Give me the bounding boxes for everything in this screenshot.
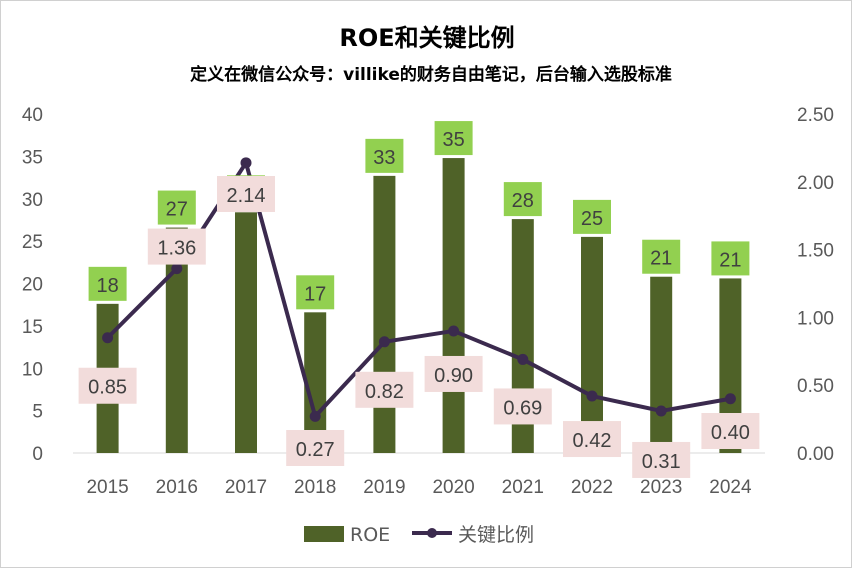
ratio-data-labels: 0.85 1.36 2.14 0.27 0.82 0.90 0.69 0.42 0.31 0.40	[78, 176, 760, 478]
roe-data-label: 21	[650, 248, 672, 270]
ratio-line	[106, 160, 731, 419]
left-tick-label: 35	[22, 147, 43, 168]
roe-label-box	[711, 241, 750, 276]
roe-data-label: 27	[166, 199, 188, 221]
left-tick-label: 15	[22, 317, 43, 338]
right-tick-label: 2.00	[797, 173, 834, 194]
roe-bar	[235, 212, 257, 453]
right-tick-label: 2.50	[797, 105, 834, 126]
left-tick-label: 20	[22, 275, 43, 296]
roe-bar	[719, 278, 742, 453]
ratio-data-label: 0.27	[296, 439, 335, 461]
roe-label-box	[573, 199, 611, 234]
ratio-data-label: 0.31	[642, 451, 681, 473]
roe-label-box	[642, 239, 681, 274]
roe-data-label: 33	[373, 147, 395, 169]
left-tick-label: 30	[22, 190, 43, 211]
ratio-label-box	[701, 413, 760, 449]
ratio-label-box	[147, 228, 206, 265]
roe-label-box	[434, 121, 473, 156]
x-tick-label: 2015	[86, 477, 128, 498]
ratio-line-series	[102, 157, 736, 422]
roe-label-box	[365, 138, 404, 173]
roe-bar	[442, 158, 465, 453]
roe-label-box	[88, 266, 127, 301]
ratio-data-label: 0.85	[88, 377, 127, 399]
roe-bar	[650, 276, 673, 453]
roe-label-box	[296, 275, 335, 310]
legend: ROE 关键比例	[304, 524, 534, 546]
roe-data-label: 35	[442, 129, 464, 151]
ratio-marker	[517, 353, 529, 365]
roe-data-label: 28	[512, 190, 534, 212]
legend-swatch-ratio-marker	[427, 528, 437, 538]
ratio-label-box	[217, 176, 275, 212]
roe-data-label: 18	[96, 275, 118, 297]
right-axis-ticks: 0.00 0.50 1.00 1.50 2.00 2.50	[797, 105, 834, 465]
ratio-label-box	[632, 441, 691, 478]
chart-subtitle: 定义在微信公众号：villike的财务自由笔记，后台输入选股标准	[190, 64, 672, 85]
ratio-label-box	[286, 430, 345, 466]
right-tick-label: 1.50	[797, 241, 834, 262]
ratio-label-box	[424, 355, 483, 392]
roe-bar	[581, 236, 603, 453]
right-tick-label: 0.00	[797, 444, 834, 465]
x-tick-label: 2021	[502, 477, 544, 498]
ratio-marker	[240, 157, 252, 169]
ratio-data-label: 1.36	[157, 238, 196, 260]
roe-data-label: 21	[719, 249, 741, 271]
ratio-data-label: 0.90	[434, 365, 473, 387]
left-tick-label: 10	[22, 359, 43, 380]
ratio-data-label: 0.40	[711, 422, 750, 444]
ratio-label-box	[78, 367, 137, 404]
ratio-marker	[586, 390, 598, 402]
ratio-marker	[171, 263, 183, 275]
x-tick-label: 2024	[709, 477, 752, 498]
x-tick-label: 2020	[432, 477, 474, 498]
chart-title: ROE和关键比例	[339, 24, 514, 52]
x-tick-label: 2019	[363, 477, 405, 498]
ratio-label-box	[563, 421, 621, 458]
left-tick-label: 25	[22, 232, 43, 253]
ratio-marker	[378, 336, 390, 348]
ratio-label-box	[355, 371, 414, 408]
ratio-data-label: 0.42	[573, 430, 612, 452]
legend-label-ratio: 关键比例	[458, 524, 534, 546]
ratio-marker	[309, 410, 321, 422]
roe-bar	[373, 175, 396, 453]
ratio-data-label: 0.69	[503, 397, 542, 419]
ratio-data-label: 0.82	[365, 381, 404, 403]
roe-bar	[304, 312, 327, 453]
ratio-label-box	[493, 388, 552, 425]
x-axis-ticks: 2015 2016 2017 2018 2019 2020 2021 2022 2023 2024	[86, 477, 752, 498]
right-tick-label: 0.50	[797, 376, 834, 397]
left-tick-label: 5	[32, 402, 43, 423]
x-tick-label: 2023	[640, 477, 682, 498]
roe-label-box	[157, 190, 196, 225]
x-tick-label: 2018	[294, 477, 336, 498]
legend-label-roe: ROE	[350, 524, 390, 546]
ratio-data-label: 2.14	[227, 185, 266, 207]
right-tick-label: 1.00	[797, 308, 834, 329]
left-tick-label: 0	[32, 444, 43, 465]
x-tick-label: 2022	[571, 477, 613, 498]
roe-data-label: 17	[304, 283, 326, 305]
ratio-marker	[102, 332, 114, 344]
left-tick-label: 40	[22, 105, 43, 126]
roe-bar	[165, 227, 188, 453]
ratio-marker	[448, 325, 460, 337]
roe-label-box	[503, 182, 542, 217]
left-axis-ticks: 0 5 10 15 20 25 30 35 40	[22, 105, 43, 465]
x-tick-label: 2017	[225, 477, 267, 498]
ratio-marker	[724, 393, 736, 405]
legend-swatch-roe	[304, 526, 344, 542]
ratio-marker	[655, 405, 667, 417]
roe-data-label: 25	[581, 208, 603, 230]
x-tick-label: 2016	[156, 477, 198, 498]
